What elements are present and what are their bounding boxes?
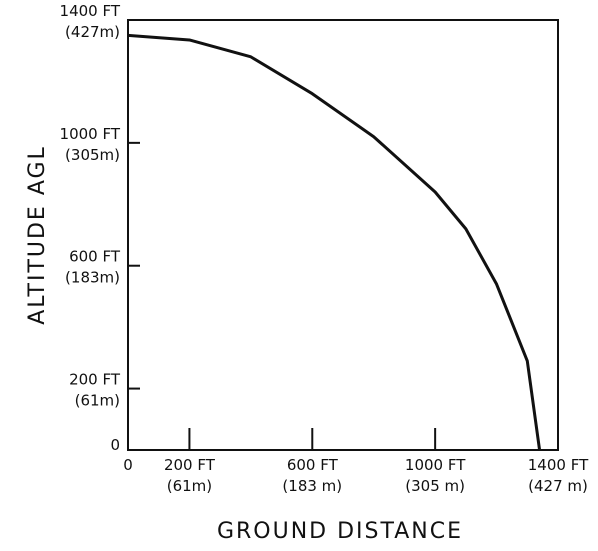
tick-label-line: 200 FT: [164, 456, 216, 474]
x-tick-label: 200 FT (61m): [164, 456, 216, 495]
tick-label-line: 0: [123, 456, 133, 474]
x-tick-label: 600 FT (183 m): [282, 456, 342, 495]
x-tick-label: 1000 FT (305 m): [405, 456, 466, 495]
tick-label-line: 600 FT: [69, 248, 121, 266]
tick-label-line: 1000 FT: [405, 456, 466, 474]
tick-label-line: (305m): [65, 146, 120, 164]
tick-label-line: (427m): [65, 23, 120, 41]
y-tick-label: 1400 FT (427m): [60, 2, 121, 41]
tick-label-line: 0: [110, 436, 120, 454]
tick-label-line: 200 FT: [69, 371, 121, 389]
tick-label-line: (305 m): [405, 477, 465, 495]
tick-label-line: (61m): [167, 477, 212, 495]
tick-label-line: (427 m): [528, 477, 588, 495]
tick-label-line: 600 FT: [287, 456, 339, 474]
tick-label-line: 1400 FT: [60, 2, 121, 20]
x-axis-title: GROUND DISTANCE: [217, 519, 463, 544]
y-tick-label: 0: [110, 436, 120, 454]
y-tick-label: 200 FT (61m): [69, 371, 121, 410]
tick-label-line: (61m): [75, 392, 120, 410]
x-tick-label: 0: [123, 456, 133, 474]
tick-label-line: 1000 FT: [60, 125, 121, 143]
line: [127, 33, 542, 451]
tick-label-line: 1400 FT: [528, 456, 589, 474]
tick-label-line: (183 m): [282, 477, 342, 495]
y-axis-title: ALTITUDE AGL: [25, 145, 50, 325]
plot-frame: [127, 19, 559, 451]
x-tick-label: 1400 FT (427 m): [528, 456, 589, 495]
y-tick-label: 1000 FT (305m): [60, 125, 121, 164]
y-tick-label: 600 FT (183m): [65, 248, 121, 287]
tick-label-line: (183m): [65, 269, 120, 287]
